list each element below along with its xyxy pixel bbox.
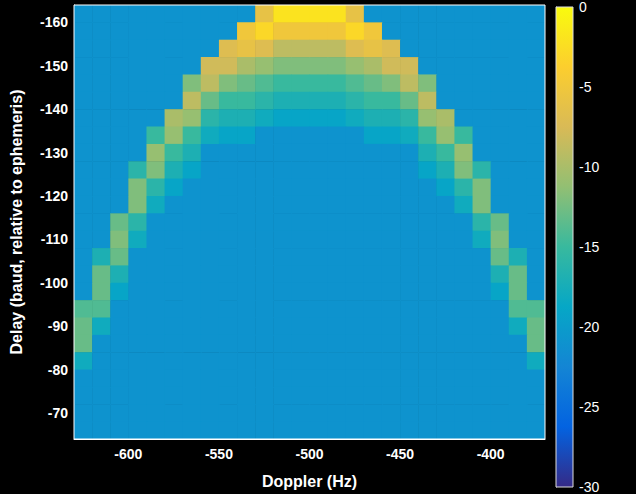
svg-text:-100: -100 [40,275,68,291]
svg-text:-120: -120 [40,188,68,204]
svg-text:Delay (baud, relative to ephem: Delay (baud, relative to ephemeris) [8,90,25,355]
svg-text:-130: -130 [40,145,68,161]
svg-text:Doppler (Hz): Doppler (Hz) [262,473,357,490]
svg-text:-20: -20 [579,319,599,335]
svg-text:-500: -500 [295,446,323,462]
svg-text:-80: -80 [48,362,68,378]
svg-text:-140: -140 [40,101,68,117]
svg-text:-90: -90 [48,318,68,334]
svg-text:-30: -30 [579,479,599,494]
svg-text:-25: -25 [579,399,599,415]
svg-text:-160: -160 [40,14,68,30]
svg-text:-10: -10 [579,159,599,175]
svg-text:-550: -550 [205,446,233,462]
svg-text:-15: -15 [579,239,599,255]
svg-text:-110: -110 [41,231,68,247]
svg-text:-150: -150 [40,58,68,74]
svg-text:0: 0 [579,0,587,15]
svg-text:-5: -5 [579,79,592,95]
svg-text:-600: -600 [114,446,142,462]
svg-text:-70: -70 [48,405,68,421]
svg-text:-450: -450 [386,446,414,462]
svg-text:-400: -400 [477,446,505,462]
